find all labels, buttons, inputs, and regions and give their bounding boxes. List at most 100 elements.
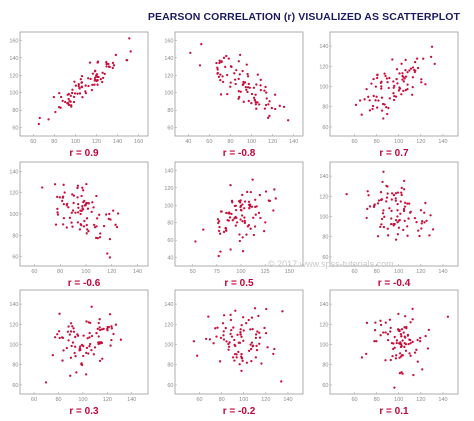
data-point (238, 233, 241, 236)
y-tick-label: 140 (319, 302, 328, 308)
data-point (376, 235, 380, 238)
data-point (386, 227, 389, 230)
data-point (400, 335, 403, 338)
data-point (379, 191, 383, 194)
data-point (384, 321, 387, 324)
data-point (222, 230, 226, 234)
data-point (262, 229, 266, 233)
data-point (41, 186, 44, 189)
x-tick-label: 140 (438, 139, 447, 145)
data-point (393, 222, 396, 226)
data-point (81, 205, 84, 208)
data-point (78, 228, 82, 231)
data-point (216, 66, 219, 69)
data-point (280, 380, 283, 383)
data-point (366, 207, 369, 211)
data-point (400, 328, 404, 331)
data-point (392, 86, 395, 89)
data-point (254, 336, 258, 340)
x-tick-label: 120 (416, 397, 425, 403)
data-point (97, 321, 100, 325)
data-point (245, 88, 248, 91)
data-point (234, 82, 237, 86)
data-point (79, 212, 82, 216)
data-point (393, 386, 396, 389)
data-point (189, 51, 192, 55)
plot-frame (329, 161, 459, 267)
data-point (238, 201, 242, 204)
y-tick-label: 140 (164, 302, 173, 308)
data-point (233, 78, 237, 81)
data-point (396, 215, 399, 218)
data-point (376, 202, 380, 205)
data-point (379, 81, 383, 85)
y-tick-label: 60 (167, 383, 173, 389)
x-tick-label: 160 (134, 139, 143, 145)
data-point (88, 331, 91, 335)
data-point (58, 312, 61, 315)
data-point (403, 201, 407, 204)
data-point (71, 209, 75, 212)
data-point (371, 107, 374, 111)
y-tick-label: 100 (164, 343, 173, 349)
data-point (76, 211, 80, 214)
data-point (243, 200, 247, 203)
data-point (396, 202, 399, 206)
data-point (398, 372, 402, 375)
data-point (218, 232, 222, 235)
data-point (80, 74, 84, 78)
data-point (91, 201, 94, 204)
data-point (95, 194, 98, 198)
data-point (416, 338, 419, 342)
data-point (423, 221, 426, 224)
data-point (61, 99, 64, 102)
data-point (57, 330, 61, 333)
data-point (88, 336, 91, 339)
data-point (54, 110, 57, 114)
data-point (69, 356, 73, 359)
y-tick-label: 140 (9, 302, 18, 308)
data-point (76, 196, 79, 199)
data-point (105, 62, 108, 66)
data-point (102, 327, 105, 331)
data-point (216, 326, 219, 329)
y-tick-label: 60 (12, 255, 18, 261)
data-point (87, 230, 90, 233)
data-point (250, 360, 253, 363)
data-point (217, 229, 221, 233)
data-point (91, 72, 95, 75)
data-point (402, 89, 405, 92)
x-tick-label: 120 (92, 139, 101, 145)
data-point (89, 77, 92, 81)
data-point (392, 193, 396, 197)
x-tick-label: 100 (236, 269, 245, 275)
data-point (198, 64, 202, 67)
data-point (239, 328, 242, 331)
data-point (225, 211, 228, 215)
y-tick-label: 80 (12, 363, 18, 369)
data-point (69, 100, 72, 103)
data-point (392, 80, 395, 83)
data-point (413, 70, 416, 74)
data-point (404, 336, 407, 339)
data-point (114, 53, 117, 57)
data-point (227, 212, 230, 215)
data-point (397, 329, 400, 332)
data-point (100, 341, 103, 345)
data-point (241, 220, 244, 223)
data-point (397, 312, 400, 316)
data-point (420, 222, 423, 225)
data-point (259, 216, 262, 220)
data-point (65, 226, 68, 229)
data-point (85, 346, 89, 350)
data-point (108, 237, 112, 241)
data-point (368, 205, 372, 208)
x-tick-label: 100 (394, 269, 403, 275)
data-point (392, 98, 396, 102)
data-point (84, 91, 88, 95)
data-point (38, 116, 41, 120)
data-point (403, 205, 407, 208)
data-point (393, 84, 396, 88)
data-point (80, 81, 83, 84)
data-point (400, 191, 403, 194)
